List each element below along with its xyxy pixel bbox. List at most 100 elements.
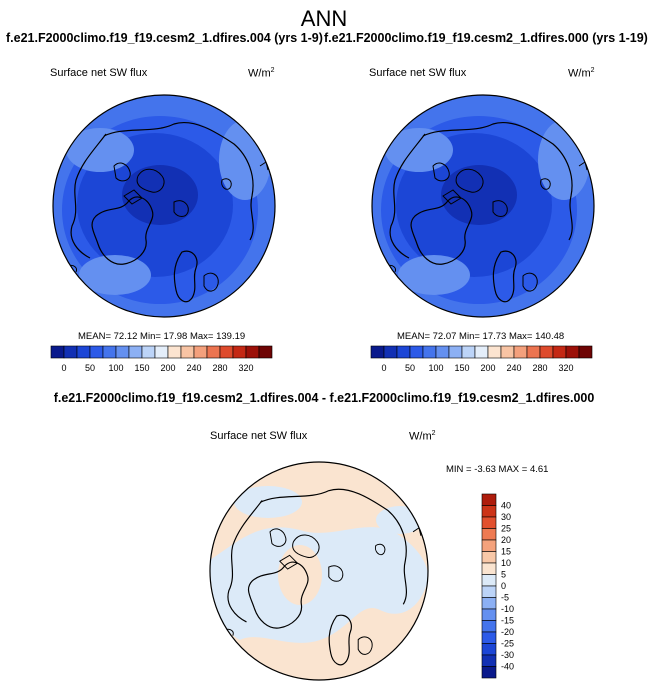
right-colorbar-swatch [526,345,541,359]
left-colorbar-swatch [128,345,143,359]
left-map-border [52,94,276,318]
diff-colorbar-tick-label: -10 [501,604,514,614]
right-map-border [371,94,595,318]
right-colorbar-swatch [396,345,411,359]
diff-colorbar-tick-label: -40 [501,662,514,672]
diff-colorbar-swatch [481,528,497,541]
left-colorbar-tick-label: 320 [238,363,253,373]
diff-colorbar-swatch [481,643,497,656]
left-colorbar-swatch [63,345,78,359]
diff-field-negative-north [234,486,302,518]
left-colorbar-swatch [89,345,104,359]
diff-colorbar-swatch [481,597,497,610]
diff-colorbar-swatch [481,539,497,552]
page-title: ANN [300,6,348,31]
left-colorbar-swatch [193,345,208,359]
left-colorbar-tick-label: 50 [85,363,95,373]
right-case-title: f.e21.F2000climo.f19_f19.cesm2_1.dfires.… [324,31,648,45]
right-colorbar-swatch [461,345,476,359]
left-colorbar-swatch [167,345,182,359]
diff-colorbar-tick-label: 5 [501,570,506,580]
diff-variable-label: Surface net SW flux [210,430,308,442]
right-colorbar-swatch [552,345,567,359]
left-colorbar-swatch [141,345,156,359]
right-colorbar-swatch [448,345,463,359]
diff-colorbar-swatch [481,562,497,575]
diff-colorbar-tick-label: -5 [501,593,509,603]
diff-colorbar-tick-label: -20 [501,627,514,637]
diff-colorbar-tick-label: 0 [501,581,506,591]
right-colorbar-swatch [500,345,515,359]
diff-map-border [209,461,429,681]
right-colorbar-tick-label: 50 [405,363,415,373]
diff-colorbar-swatch [481,585,497,598]
right-colorbar-tick-label: 200 [480,363,495,373]
diff-colorbar-tick-label: -30 [501,650,514,660]
diff-colorbar-swatch [481,654,497,667]
left-colorbar-swatch [154,345,169,359]
diff-stats: MIN = -3.63 MAX = 4.61 [446,464,549,475]
left-field-core [122,165,198,225]
diff-colorbar-swatch [481,631,497,644]
left-colorbar-swatch [76,345,91,359]
right-colorbar-swatch [474,345,489,359]
difference-title: f.e21.F2000climo.f19_f19.cesm2_1.dfires.… [53,391,595,405]
right-colorbar-tick-label: 0 [381,363,386,373]
right-colorbar-swatch [578,345,593,359]
right-colorbar-swatch [422,345,437,359]
right-colorbar-tick-label: 240 [506,363,521,373]
diff-units-label: W/m2 [409,430,436,443]
diff-colorbar-tick-label: 15 [501,547,511,557]
left-field-patch-sw [79,255,151,295]
left-colorbar-tick-label: 240 [186,363,201,373]
left-colorbar-tick-label: 100 [108,363,123,373]
diff-map-field [210,462,428,680]
right-colorbar-swatch [565,345,580,359]
right-colorbar-swatch [435,345,450,359]
left-colorbar-tick-label: 150 [134,363,149,373]
right-colorbar-swatch [409,345,424,359]
left-colorbar-tick-label: 200 [160,363,175,373]
left-colorbar-tick-label: 280 [212,363,227,373]
left-field-patch-nw [66,128,134,172]
left-case-title: f.e21.F2000climo.f19_f19.cesm2_1.dfires.… [6,31,323,45]
right-units-label: W/m2 [568,67,595,80]
diff-colorbar-swatch [481,666,497,679]
diff-colorbar-tick-label: 25 [501,524,511,534]
left-field-patch-ne [219,120,271,200]
left-colorbar-swatch [115,345,130,359]
right-colorbar-swatch [370,345,385,359]
diff-colorbar-tick-label: 20 [501,535,511,545]
right-variable-label: Surface net SW flux [369,67,467,79]
diff-colorbar-swatch [481,516,497,529]
left-colorbar-tick-label: 0 [61,363,66,373]
left-colorbar-swatch [258,345,273,359]
right-field-patch-nw [385,128,453,172]
left-variable-label: Surface net SW flux [50,67,148,79]
left-colorbar-swatch [232,345,247,359]
diff-colorbar-swatch [481,551,497,564]
diff-colorbar-swatch [481,620,497,633]
right-map-field [372,95,594,317]
left-colorbar-swatch [102,345,117,359]
diff-colorbar-tick-label: -25 [501,639,514,649]
left-colorbar: 0 50 100 150 200 240 280 320 [50,345,273,373]
right-field-patch-sw [398,255,470,295]
diff-colorbar-tick-label: 10 [501,558,511,568]
right-colorbar-swatch [539,345,554,359]
right-field-patch-ne [538,120,590,200]
left-units-label: W/m2 [248,67,275,80]
right-colorbar-tick-label: 150 [454,363,469,373]
left-stats: MEAN= 72.12 Min= 17.98 Max= 139.19 [78,331,246,342]
left-colorbar-swatch [180,345,195,359]
left-colorbar-swatch [50,345,65,359]
diff-colorbar-swatch [481,608,497,621]
left-colorbar-swatch [219,345,234,359]
diff-colorbar-swatch [481,505,497,518]
diff-colorbar-swatch [481,493,497,506]
diff-colorbar-tick-label: 30 [501,512,511,522]
right-colorbar-swatch [383,345,398,359]
diff-colorbar-tick-label: 40 [501,501,511,511]
